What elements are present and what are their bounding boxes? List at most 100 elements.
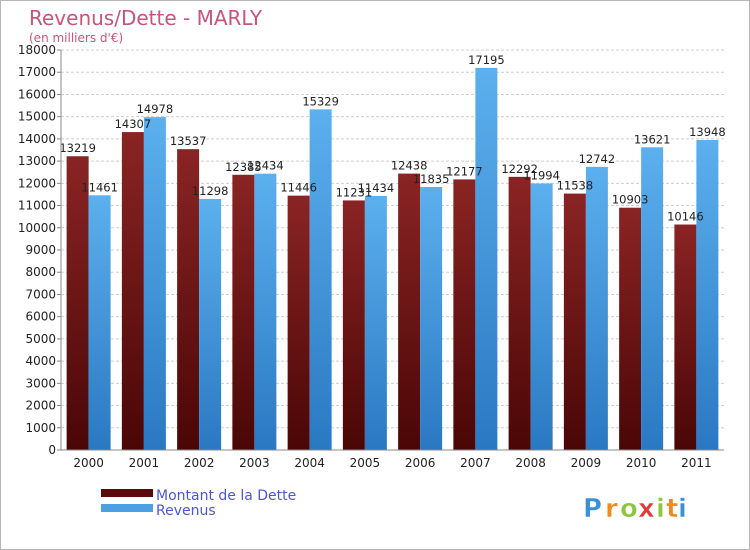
bar-revenus	[641, 147, 664, 451]
x-tick-label: 2006	[405, 456, 436, 470]
legend-swatch-dette	[101, 489, 153, 497]
x-tick-label: 2007	[460, 456, 491, 470]
y-tick-label: 12000	[18, 176, 56, 190]
logo-letter: x	[638, 494, 655, 524]
y-axis-ticks: 0 1000 2000 3000 4000 5000 6000 7000 8000 9000 100…	[18, 43, 61, 457]
y-tick-label: 11000	[18, 199, 56, 213]
bar-dette	[453, 179, 476, 450]
y-tick-label: 4000	[25, 354, 56, 368]
data-label-dette: 12385	[225, 160, 262, 174]
bars	[66, 67, 719, 451]
y-tick-label: 2000	[25, 399, 56, 413]
y-tick-label: 9000	[25, 243, 56, 257]
data-label-revenus: 12434	[247, 159, 284, 173]
logo-letter: P	[583, 494, 602, 524]
chart-title: Revenus/Dette - MARLY	[29, 6, 263, 30]
bar-dette	[342, 200, 365, 450]
bar-dette	[287, 195, 310, 450]
bar-dette	[66, 156, 89, 450]
legend: Montant de la Dette Revenus	[101, 488, 296, 519]
data-label-revenus: 11461	[81, 180, 118, 194]
data-label-revenus: 11835	[413, 172, 450, 186]
bar-dette	[121, 132, 144, 451]
data-label-revenus: 11298	[192, 184, 229, 198]
bar-revenus	[364, 195, 387, 450]
bar-dette	[232, 174, 255, 450]
x-tick-label: 2011	[681, 456, 712, 470]
data-label-dette: 14307	[115, 117, 152, 131]
logo-letter: i	[678, 494, 687, 524]
logo-letter: t	[666, 494, 678, 524]
y-tick-label: 10000	[18, 221, 56, 235]
y-tick-label: 16000	[18, 87, 56, 101]
data-label-revenus: 11434	[358, 181, 395, 195]
y-tick-label: 13000	[18, 154, 56, 168]
bar-revenus	[420, 187, 443, 450]
bar-dette	[674, 224, 697, 450]
x-tick-label: 2008	[515, 456, 546, 470]
y-tick-label: 18000	[18, 43, 56, 57]
x-tick-label: 2004	[294, 456, 325, 470]
y-tick-label: 5000	[25, 332, 56, 346]
x-tick-label: 2009	[571, 456, 602, 470]
data-label-dette: 12177	[446, 164, 483, 178]
x-tick-label: 2000	[73, 456, 104, 470]
bar-revenus	[143, 117, 166, 451]
bar-revenus	[88, 195, 111, 450]
y-tick-label: 17000	[18, 65, 56, 79]
logo-letter: o	[620, 494, 638, 524]
data-label-dette: 13219	[59, 141, 96, 155]
axes	[60, 50, 724, 451]
data-label-dette: 11231	[336, 185, 373, 199]
data-label-revenus: 15329	[302, 94, 339, 108]
x-tick-label: 2001	[129, 456, 160, 470]
y-tick-label: 8000	[25, 265, 56, 279]
x-axis-ticks: 2000 2001 2002 2003 2004 2005 2006 2007 2008 2009…	[73, 456, 711, 470]
bar-dette	[619, 207, 642, 450]
bar-revenus	[585, 166, 608, 450]
y-tick-label: 0	[48, 443, 56, 457]
bar-revenus	[254, 173, 277, 450]
chart-subtitle: (en milliers d'€)	[29, 31, 123, 45]
bar-revenus	[530, 183, 553, 450]
data-label-dette: 11538	[557, 179, 594, 193]
y-tick-label: 15000	[18, 110, 56, 124]
bar-dette	[563, 193, 586, 450]
legend-label-revenus: Revenus	[156, 503, 216, 519]
data-label-revenus: 14978	[137, 102, 174, 116]
grid-lines	[61, 49, 724, 451]
legend-label-dette: Montant de la Dette	[156, 488, 296, 504]
data-label-revenus: 13948	[689, 125, 726, 139]
data-label-dette: 10903	[612, 193, 649, 207]
x-tick-label: 2002	[184, 456, 215, 470]
x-tick-label: 2010	[626, 456, 657, 470]
legend-swatch-revenus	[101, 504, 153, 512]
bar-dette	[398, 173, 421, 450]
data-label-revenus: 13621	[634, 132, 671, 146]
data-label-dette: 12292	[501, 162, 538, 176]
bar-dette	[508, 176, 531, 450]
y-tick-label: 3000	[25, 376, 56, 390]
bar-dette	[177, 149, 200, 450]
x-tick-label: 2005	[350, 456, 381, 470]
bar-revenus	[475, 67, 498, 450]
bar-revenus	[199, 198, 222, 450]
data-label-revenus: 12742	[579, 152, 616, 166]
x-tick-label: 2003	[239, 456, 270, 470]
data-label-dette: 11446	[280, 181, 317, 195]
data-label-revenus: 17195	[468, 53, 505, 67]
logo-letter: i	[656, 494, 665, 524]
data-label-dette: 12438	[391, 159, 428, 173]
y-tick-label: 1000	[25, 421, 56, 435]
data-label-revenus: 11994	[523, 168, 560, 182]
y-tick-label: 14000	[18, 132, 56, 146]
y-tick-label: 6000	[25, 310, 56, 324]
y-tick-label: 7000	[25, 287, 56, 301]
logo-letter: r	[605, 494, 618, 524]
bar-revenus	[696, 140, 719, 451]
bar-revenus	[309, 109, 332, 450]
